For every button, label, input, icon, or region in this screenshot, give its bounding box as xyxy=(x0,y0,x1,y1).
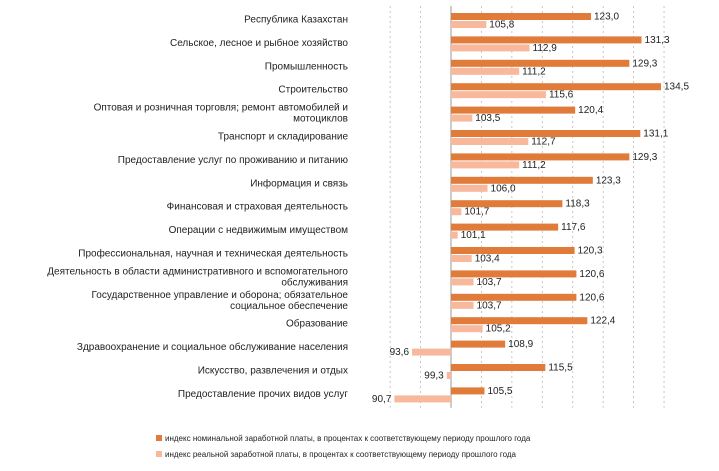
bar-real xyxy=(394,395,451,403)
bar-nominal xyxy=(451,317,588,325)
bar-nominal xyxy=(451,83,661,91)
data-label-nominal: 117,6 xyxy=(561,222,586,233)
bar-nominal xyxy=(451,176,593,184)
data-label-real: 101,7 xyxy=(464,207,489,218)
data-label-nominal: 129,3 xyxy=(632,152,657,163)
category-label: социальное обеспечение xyxy=(230,300,348,312)
data-label-nominal: 105,5 xyxy=(487,386,512,397)
bar-real xyxy=(451,231,458,239)
data-label-real: 106,0 xyxy=(491,183,516,194)
data-label-real: 99,3 xyxy=(424,371,444,382)
category-label: Информация и связь xyxy=(250,177,348,189)
data-label-nominal: 120,6 xyxy=(579,269,604,280)
category-label: Искусство, развлечения и отдых xyxy=(198,366,348,377)
bar-real xyxy=(451,208,462,216)
bar-real xyxy=(451,114,473,122)
data-label-nominal: 131,1 xyxy=(643,129,668,140)
bar-real xyxy=(451,325,483,333)
category-label: Строительство xyxy=(278,85,348,96)
category-label: Здравоохранение и социальное обслуживани… xyxy=(77,341,348,353)
data-label-nominal: 134,5 xyxy=(664,82,689,93)
data-label-real: 115,6 xyxy=(549,90,574,101)
data-label-nominal: 120,6 xyxy=(579,292,604,303)
data-label-real: 111,2 xyxy=(522,160,546,171)
data-label-real: 101,1 xyxy=(461,230,486,241)
data-label-nominal: 120,3 xyxy=(578,246,603,257)
data-label-real: 112,7 xyxy=(531,137,556,148)
bar-nominal xyxy=(451,200,563,208)
data-label-real: 93,6 xyxy=(390,347,410,358)
legend-label-nominal: индекс номинальной заработной платы, в п… xyxy=(165,434,531,443)
bar-real xyxy=(446,372,451,379)
category-label: Образование xyxy=(286,318,348,330)
bar-real xyxy=(451,184,488,192)
bar-real xyxy=(451,301,474,309)
data-label-nominal: 123,3 xyxy=(596,175,621,186)
category-label: Деятельность в области административного… xyxy=(47,265,348,277)
category-label: Оптовая и розничная торговля; ремонт авт… xyxy=(94,102,348,114)
data-label-nominal: 118,3 xyxy=(565,199,590,210)
category-label: Финансовая и страховая деятельность xyxy=(167,202,348,213)
bar-nominal xyxy=(451,293,577,301)
bar-nominal xyxy=(451,36,642,44)
category-label: обслуживания xyxy=(281,276,348,288)
bar-nominal xyxy=(451,13,591,20)
bar-real xyxy=(451,138,529,145)
data-label-nominal: 108,9 xyxy=(508,339,533,350)
bar-real xyxy=(412,348,451,356)
data-label-nominal: 122,4 xyxy=(590,316,615,327)
bar-real xyxy=(451,44,530,52)
category-label: Операции с недвижимым имуществом xyxy=(169,225,349,236)
category-label: Республика Казахстан xyxy=(244,14,348,26)
bar-real xyxy=(451,161,520,169)
data-label-nominal: 129,3 xyxy=(632,58,657,69)
data-label-real: 105,2 xyxy=(486,324,511,335)
category-label: Предоставление прочих видов услуг xyxy=(178,389,348,400)
bar-nominal xyxy=(451,59,630,67)
data-label-nominal: 120,4 xyxy=(578,105,603,116)
category-label: Государственное управление и оборона; об… xyxy=(92,289,349,301)
bar-nominal xyxy=(451,387,485,395)
bar-nominal xyxy=(451,340,506,348)
bar-nominal xyxy=(451,364,546,371)
bar-nominal xyxy=(451,270,577,278)
data-label-real: 90,7 xyxy=(372,394,392,405)
data-label-nominal: 115,5 xyxy=(548,363,573,374)
bar-real xyxy=(451,67,520,75)
legend-label-real: индекс реальной заработной платы, в проц… xyxy=(165,450,517,459)
data-label-real: 112,9 xyxy=(533,43,558,54)
data-label-real: 103,7 xyxy=(477,277,502,288)
data-label-real: 103,4 xyxy=(475,254,500,265)
bar-nominal xyxy=(451,223,559,231)
bar-nominal xyxy=(451,247,575,254)
data-label-real: 111,2 xyxy=(522,66,546,77)
bar-nominal xyxy=(451,106,576,114)
data-label-real: 103,7 xyxy=(477,300,502,311)
data-label-real: 103,5 xyxy=(475,113,500,124)
category-label: мотоциклов xyxy=(293,114,348,125)
data-label-real: 105,8 xyxy=(489,20,514,31)
data-label-nominal: 131,3 xyxy=(645,35,670,46)
legend-swatch-real xyxy=(156,451,162,457)
category-label: Транспорт и складирование xyxy=(218,132,349,143)
bar-real xyxy=(451,21,487,28)
category-label: Профессиональная, научная и техническая … xyxy=(78,248,348,260)
legend-swatch-nominal xyxy=(156,435,162,441)
bar-real xyxy=(451,278,474,286)
bar-real xyxy=(451,255,472,262)
bar-nominal xyxy=(451,153,630,161)
category-label: Предоставление услуг по проживанию и пит… xyxy=(118,155,349,166)
data-label-nominal: 123,0 xyxy=(594,12,619,23)
bar-real xyxy=(451,91,546,99)
category-label: Сельское, лесное и рыбное хозяйство xyxy=(170,37,348,49)
category-label: Промышленность xyxy=(265,61,348,72)
bar-nominal xyxy=(451,130,641,137)
